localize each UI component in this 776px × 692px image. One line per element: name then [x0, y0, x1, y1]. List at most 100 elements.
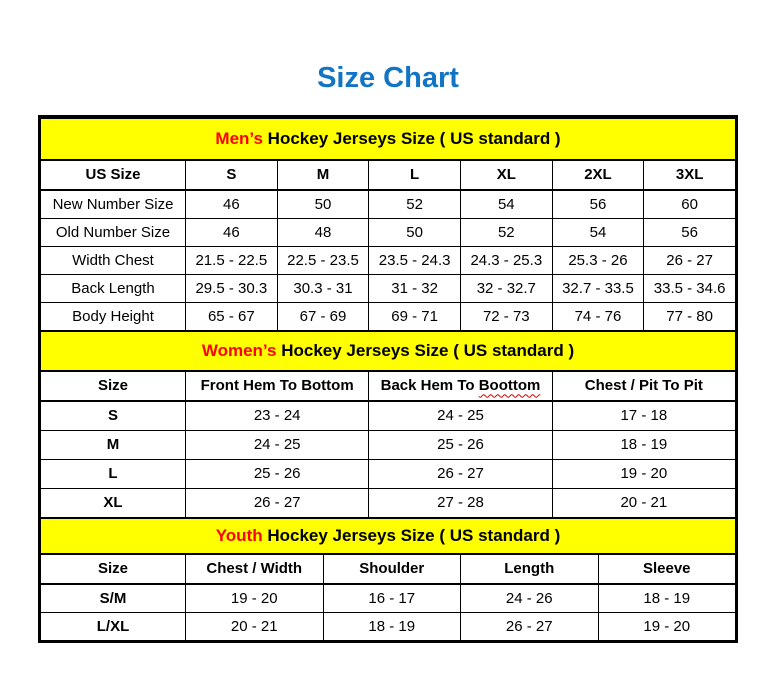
mens-title-rest: Hockey Jerseys Size ( US standard ) [262, 128, 561, 148]
column-header: Chest / Width [185, 553, 324, 585]
size-value-cell: 26 - 27 [368, 458, 553, 489]
size-value-cell: 24.3 - 25.3 [459, 245, 553, 275]
column-header: XL [459, 159, 553, 191]
row-label: L [40, 458, 186, 489]
size-value-cell: 52 [459, 217, 553, 247]
size-value-cell: 32 - 32.7 [459, 273, 553, 303]
youth-title-rest: Hockey Jerseys Size ( US standard ) [262, 525, 561, 545]
size-value-cell: 25 - 26 [368, 429, 553, 460]
column-header: Size [40, 553, 186, 585]
row-label: M [40, 429, 186, 460]
size-value-cell: 29.5 - 30.3 [185, 273, 278, 303]
mens-section-title: Men’s Hockey Jerseys Size ( US standard … [40, 116, 736, 161]
misspelled-word: Boottom [478, 377, 541, 395]
row-label: Back Length [40, 273, 186, 303]
size-value-cell: 26 - 27 [184, 487, 370, 518]
size-value-cell: 52 [368, 189, 461, 219]
size-value-cell: 77 - 80 [643, 301, 736, 331]
row-label: XL [40, 487, 186, 518]
size-value-cell: 18 - 19 [597, 583, 736, 613]
size-value-cell: 60 [643, 189, 736, 219]
womens-section-title: Women’s Hockey Jerseys Size ( US standar… [40, 329, 736, 372]
column-header: Shoulder [322, 553, 461, 585]
mens-title-row: Men’s Hockey Jerseys Size ( US standard … [40, 116, 736, 161]
size-value-cell: 31 - 32 [368, 273, 461, 303]
size-value-cell: 56 [643, 217, 736, 247]
size-value-cell: 46 [185, 217, 278, 247]
column-header: M [276, 159, 370, 191]
mens-size-table: Men’s Hockey Jerseys Size ( US standard … [40, 116, 736, 331]
table-row: L/XL 20 - 21 18 - 19 26 - 27 19 - 20 [40, 611, 736, 641]
size-value-cell: 24 - 26 [460, 583, 599, 613]
row-label: Old Number Size [40, 217, 186, 247]
size-value-cell: 25.3 - 26 [551, 245, 645, 275]
table-row: L 25 - 26 26 - 27 19 - 20 [40, 458, 737, 489]
row-label: S [40, 400, 186, 431]
size-value-cell: 19 - 20 [185, 583, 324, 613]
womens-title-rest: Hockey Jerseys Size ( US standard ) [276, 340, 575, 360]
size-value-cell: 26 - 27 [460, 611, 599, 641]
size-value-cell: 20 - 21 [185, 611, 324, 641]
column-header: 2XL [551, 159, 645, 191]
size-value-cell: 32.7 - 33.5 [551, 273, 645, 303]
womens-title-row: Women’s Hockey Jerseys Size ( US standar… [40, 329, 736, 372]
column-header-text: Back Hem To [380, 377, 479, 395]
column-header: L [368, 159, 461, 191]
size-value-cell: 33.5 - 34.6 [643, 273, 736, 303]
table-row: S/M 19 - 20 16 - 17 24 - 26 18 - 19 [40, 583, 736, 613]
youth-title-highlight: Youth [215, 525, 263, 545]
size-value-cell: 25 - 26 [184, 458, 370, 489]
size-value-cell: 26 - 27 [643, 245, 736, 275]
size-value-cell: 21.5 - 22.5 [185, 245, 278, 275]
size-value-cell: 72 - 73 [459, 301, 553, 331]
womens-title-highlight: Women’s [201, 340, 277, 360]
table-row: New Number Size 46 50 52 54 56 60 [40, 189, 736, 219]
row-label: Body Height [40, 301, 186, 331]
table-row: Width Chest 21.5 - 22.5 22.5 - 23.5 23.5… [40, 245, 736, 275]
size-value-cell: 69 - 71 [368, 301, 461, 331]
column-header: Size [40, 370, 186, 402]
youth-title-row: Youth Hockey Jerseys Size ( US standard … [40, 516, 736, 555]
size-value-cell: 22.5 - 23.5 [276, 245, 370, 275]
size-value-cell: 50 [368, 217, 461, 247]
size-value-cell: 48 [276, 217, 370, 247]
size-value-cell: 30.3 - 31 [276, 273, 370, 303]
size-value-cell: 23 - 24 [184, 400, 370, 431]
table-row: S 23 - 24 24 - 25 17 - 18 [40, 400, 737, 431]
page-title: Size Chart [317, 62, 459, 94]
column-header: Front Hem To Bottom [184, 370, 370, 402]
size-value-cell: 17 - 18 [551, 400, 737, 431]
column-header: Chest / Pit To Pit [551, 370, 737, 402]
size-value-cell: 24 - 25 [368, 400, 553, 431]
size-value-cell: 18 - 19 [551, 429, 737, 460]
size-value-cell: 54 [459, 189, 553, 219]
column-header: S [185, 159, 278, 191]
column-header: Back Hem To Boottom [368, 370, 553, 402]
youth-size-table: Youth Hockey Jerseys Size ( US standard … [40, 516, 736, 641]
size-value-cell: 19 - 20 [551, 458, 737, 489]
row-label: New Number Size [40, 189, 186, 219]
table-row: M 24 - 25 25 - 26 18 - 19 [40, 429, 737, 460]
size-value-cell: 16 - 17 [322, 583, 461, 613]
table-row: Back Length 29.5 - 30.3 30.3 - 31 31 - 3… [40, 273, 736, 303]
size-value-cell: 46 [185, 189, 278, 219]
youth-header-row: Size Chest / Width Shoulder Length Sleev… [40, 553, 736, 585]
size-value-cell: 27 - 28 [368, 487, 553, 518]
size-value-cell: 20 - 21 [551, 487, 737, 518]
column-header: 3XL [643, 159, 736, 191]
row-label: Width Chest [40, 245, 186, 275]
size-value-cell: 65 - 67 [185, 301, 278, 331]
row-label: L/XL [40, 611, 186, 641]
table-row: Old Number Size 46 48 50 52 54 56 [40, 217, 736, 247]
size-value-cell: 18 - 19 [322, 611, 461, 641]
mens-header-row: US Size S M L XL 2XL 3XL [40, 159, 736, 191]
size-chart-tables: Men’s Hockey Jerseys Size ( US standard … [38, 114, 738, 643]
column-header: Sleeve [597, 553, 736, 585]
womens-size-table: Women’s Hockey Jerseys Size ( US standar… [40, 329, 737, 518]
size-value-cell: 19 - 20 [597, 611, 736, 641]
size-value-cell: 74 - 76 [551, 301, 645, 331]
womens-header-row: Size Front Hem To Bottom Back Hem To Boo… [40, 370, 737, 402]
size-value-cell: 23.5 - 24.3 [368, 245, 461, 275]
column-header: Length [460, 553, 599, 585]
